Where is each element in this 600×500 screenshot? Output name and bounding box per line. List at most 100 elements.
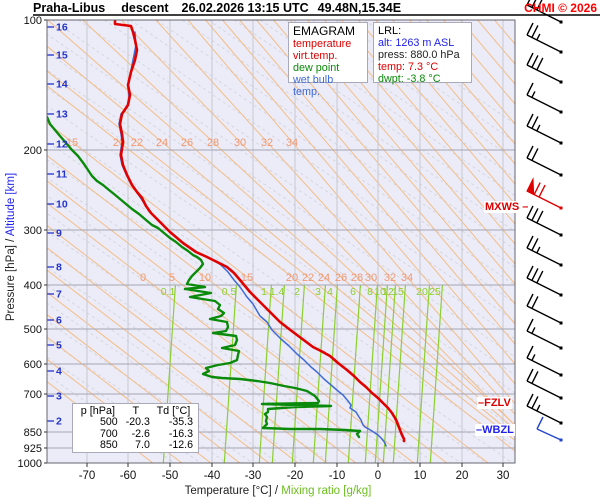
table-row: 500 -20.3 -35.3 [76,416,195,429]
wind-barb [526,235,563,267]
svg-text:20: 20 [286,272,298,284]
cell: -2.6 [131,427,150,440]
legend-item-dew-point: dew point [293,62,340,74]
svg-text:10: 10 [56,199,68,211]
svg-text:-50: -50 [162,470,179,482]
y-axis-title: Pressure [hPa] / Altitude [km] [5,173,17,321]
svg-text:3: 3 [315,286,321,298]
wind-barbs [526,0,563,442]
svg-text:32: 32 [384,272,396,284]
wind-barb [526,318,563,350]
svg-text:7: 7 [56,289,62,301]
lrl-info-box: LRL: alt: 1263 m ASL press: 880.0 hPa te… [373,22,472,85]
svg-text:16: 16 [56,22,68,34]
svg-text:1000: 1000 [18,458,42,470]
svg-text:0: 0 [140,272,146,284]
svg-text:8: 8 [367,286,373,298]
svg-text:2: 2 [56,416,62,428]
svg-text:-10: -10 [329,470,346,482]
svg-text:22: 22 [302,272,314,284]
svg-text:15: 15 [241,272,253,284]
svg-text:-30: -30 [245,470,262,482]
curve-dew_point [47,115,362,439]
svg-text:600: 600 [24,359,42,371]
svg-text:1: 1 [261,286,267,298]
svg-text:100: 100 [24,15,42,27]
svg-text:24: 24 [318,272,330,284]
y-axis-title-pressure: Pressure [hPa] [5,245,17,322]
adiabat-labels: 15 20 22 24 26 28 30 32 340 5 10 15 20 22 24 26 28 30 32 34 [66,137,413,284]
svg-text:30: 30 [234,137,246,149]
freezing-level-marker: –FZLV [477,397,512,409]
wind-barb [536,416,563,442]
wind-barb [526,0,563,24]
cell: 7.0 [135,439,150,451]
cell: 500 [100,416,118,428]
svg-text:34: 34 [401,272,413,284]
svg-text:30: 30 [497,470,510,482]
svg-text:20: 20 [456,470,469,482]
table-row: 700 -2.6 -16.3 [76,427,195,441]
col-dewpoint: Td [°C] [156,405,191,417]
wind-barb [526,393,563,425]
svg-text:6: 6 [350,286,356,298]
svg-text:1.4: 1.4 [270,286,285,298]
svg-text:14: 14 [56,79,68,91]
svg-text:5: 5 [56,340,62,352]
svg-text:10: 10 [199,272,211,284]
sounding-datetime: 26.02.2026 13:15 UTC [181,1,309,15]
svg-text:26: 26 [181,137,193,149]
svg-text:12: 12 [382,286,394,298]
level-data-table: p [hPa] T Td [°C] 500 -20.3 -35.3 700 -2… [72,403,199,453]
page-title: Praha-Libus descent 26.02.2026 13:15 UTC 49… [33,1,401,15]
svg-text:2: 2 [294,286,300,298]
svg-text:0.1: 0.1 [161,286,176,298]
lrl-pressure: press: 880.0 hPa [378,49,460,61]
wind-barb [526,205,563,237]
wind-barb [526,293,563,325]
lrl-dewpoint: dwpt: -3.8 °C [378,73,441,85]
svg-text:4: 4 [327,286,333,298]
svg-text:5: 5 [169,272,175,284]
legend-item-temperature: temperature [293,38,352,50]
cell: -12.6 [168,439,193,451]
altitude-axis: 16 15 14 13 12 11 10 9 8 7 6 5 4 3 2 [47,22,68,428]
x-axis-title: Temperature [°C] / Mixing ratio [g/kg] [185,485,372,497]
cell: 700 [100,427,118,440]
svg-text:15: 15 [56,50,68,62]
sounding-mode: descent [121,1,169,15]
svg-text:500: 500 [24,324,42,336]
svg-text:6: 6 [56,315,62,327]
wind-barb [526,82,563,114]
wind-barb [526,145,563,177]
wind-barb [526,22,563,54]
lrl-title: LRL: [378,25,402,37]
svg-text:-70: -70 [79,470,96,482]
svg-text:3: 3 [56,391,62,403]
max-wind-marker: MXWS – [484,201,530,213]
svg-text:30: 30 [365,272,377,284]
legend-item-wet-bulb: wet bulb temp. [293,74,334,98]
lrl-altitude: alt: 1263 m ASL [378,37,455,49]
x-axis-title-mixing-ratio: Mixing ratio [g/kg] [281,485,372,497]
svg-text:28: 28 [207,137,219,149]
plot-border [46,19,516,464]
pressure-axis: 100 200 300 400 500 600 700 850 925 1000 [18,15,47,470]
svg-text:28: 28 [351,272,363,284]
svg-text:13: 13 [56,109,68,121]
legend-item-virt-temp: virt.temp. [293,50,338,62]
table-header-row: p [hPa] T Td [°C] [76,405,195,417]
svg-text:850: 850 [24,427,42,439]
wind-barb [526,113,563,145]
legend-title: EMAGRAM [293,24,356,38]
lrl-temperature: temp: 7.3 °C [378,61,439,73]
svg-text:34: 34 [286,137,298,149]
svg-text:-40: -40 [204,470,221,482]
svg-text:300: 300 [24,225,42,237]
curve-temperature [113,20,406,443]
cell: -35.3 [168,416,193,428]
station-coords: 49.48N,15.34E [317,1,402,15]
svg-text:10: 10 [374,286,386,298]
